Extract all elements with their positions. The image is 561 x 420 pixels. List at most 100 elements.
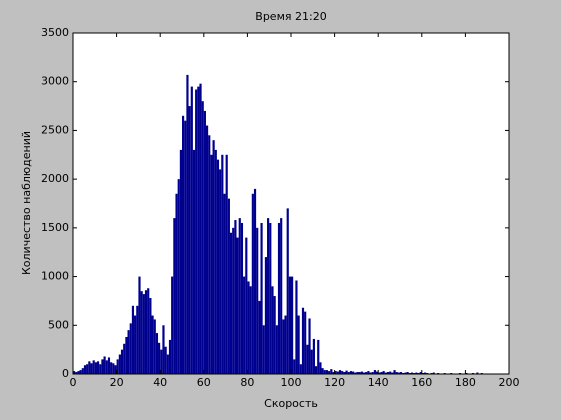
x-tick-label: 40 <box>153 376 167 389</box>
bar <box>365 372 368 374</box>
x-tick-label: 180 <box>455 376 476 389</box>
bar <box>225 154 228 374</box>
bar <box>205 125 209 374</box>
bar <box>251 193 254 374</box>
bar <box>114 365 117 374</box>
bar <box>88 361 91 374</box>
bar <box>173 218 176 374</box>
bar <box>319 362 322 374</box>
bar <box>201 101 204 374</box>
bar <box>155 333 159 374</box>
bar <box>338 370 342 374</box>
bar <box>295 280 298 374</box>
bar <box>101 359 104 374</box>
bar <box>79 370 82 374</box>
bar <box>212 140 215 374</box>
bar <box>264 257 268 374</box>
bar <box>73 371 76 374</box>
bar <box>410 372 414 374</box>
bar <box>271 286 274 374</box>
bar <box>144 290 148 374</box>
bar <box>369 372 372 374</box>
bar <box>332 372 335 374</box>
bar <box>190 86 193 374</box>
bar <box>208 135 211 374</box>
bar <box>120 349 124 374</box>
bar <box>310 349 313 374</box>
bar <box>81 368 84 374</box>
bar <box>112 363 115 374</box>
bar <box>288 276 291 374</box>
y-tick-label: 1000 <box>41 270 69 283</box>
y-tick-label: 1500 <box>41 221 69 234</box>
bar <box>258 300 261 374</box>
bar <box>312 338 315 374</box>
bar <box>378 372 381 374</box>
bar <box>397 372 400 374</box>
bar <box>362 372 366 374</box>
bar <box>249 286 252 374</box>
bar <box>129 323 132 374</box>
bar <box>400 372 403 374</box>
bar <box>92 360 95 374</box>
bar <box>423 372 427 374</box>
bar <box>223 193 226 374</box>
bar <box>356 372 359 374</box>
y-tick-label: 500 <box>48 318 69 331</box>
bar <box>277 222 281 374</box>
bar <box>286 208 289 374</box>
x-tick-label: 120 <box>324 376 345 389</box>
bar <box>328 371 331 374</box>
bar <box>94 362 97 374</box>
bar <box>147 288 150 374</box>
bar <box>158 342 161 374</box>
bar <box>116 359 119 374</box>
y-tick-label: 2000 <box>41 172 69 185</box>
bar <box>352 371 355 374</box>
bar <box>197 86 200 374</box>
bar <box>216 159 220 374</box>
bar <box>323 370 326 374</box>
bar <box>136 305 139 374</box>
bar <box>245 237 248 374</box>
bar <box>240 222 244 374</box>
bar <box>347 372 350 374</box>
bar <box>432 372 435 374</box>
bar <box>96 361 100 374</box>
bar <box>195 89 198 374</box>
bar <box>382 371 385 374</box>
bar <box>164 346 167 374</box>
bar <box>184 120 187 374</box>
bar <box>267 218 270 374</box>
bar <box>236 237 239 374</box>
x-axis-label: Скорость <box>264 397 318 410</box>
bar <box>345 370 348 374</box>
bar <box>419 372 422 374</box>
x-tick-label: 20 <box>110 376 124 389</box>
bar <box>160 349 163 374</box>
bar <box>273 296 276 374</box>
bar <box>386 372 390 374</box>
bar <box>118 354 121 374</box>
x-tick-label: 60 <box>197 376 211 389</box>
bar <box>293 359 296 374</box>
bar <box>376 371 379 374</box>
bar <box>90 363 93 374</box>
bar <box>317 339 320 374</box>
bar <box>349 371 353 374</box>
bar <box>280 218 283 374</box>
bar <box>105 360 108 374</box>
bar <box>334 371 337 374</box>
bar <box>243 276 246 374</box>
bar <box>153 319 156 374</box>
bar <box>83 365 87 374</box>
bar <box>125 336 128 374</box>
bar <box>299 364 302 374</box>
bar <box>162 325 165 374</box>
bar <box>227 198 230 374</box>
bar <box>234 220 237 374</box>
bar <box>415 372 418 374</box>
bar <box>380 372 383 374</box>
bar <box>476 372 479 374</box>
bar <box>406 372 409 374</box>
